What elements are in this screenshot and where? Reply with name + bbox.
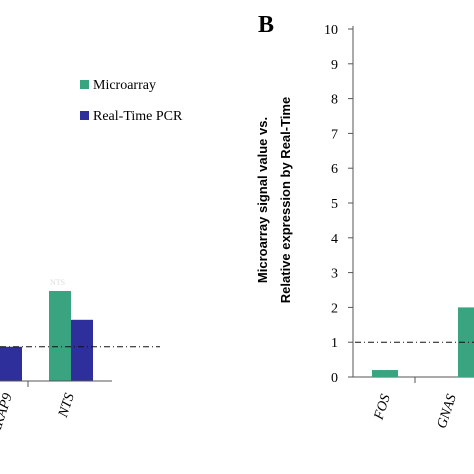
panel-a-bars bbox=[0, 291, 93, 381]
y-tick-label-9: 9 bbox=[331, 58, 338, 73]
category-label-nts: NTS bbox=[56, 392, 78, 421]
bar-microarray-gnas bbox=[458, 307, 474, 377]
faint-bar-label: NTS bbox=[50, 278, 65, 287]
y-tick-label-2: 2 bbox=[331, 301, 338, 316]
category-label-gnas: GNAS bbox=[435, 393, 460, 431]
category-label-fos: FOS bbox=[371, 393, 394, 423]
panel-b-chart: B Microarray signal value vs. Relative e… bbox=[255, 12, 474, 431]
y-axis-title-line-2: Relative expression by Real-Time bbox=[278, 97, 293, 303]
bar-real-time-pcr-nts bbox=[71, 319, 93, 381]
y-tick-label-5: 5 bbox=[331, 197, 338, 212]
y-tick-label-7: 7 bbox=[331, 127, 338, 142]
y-tick-label-3: 3 bbox=[331, 267, 338, 282]
y-tick-label-10: 10 bbox=[324, 23, 338, 38]
legend-label-microarray: Microarray bbox=[93, 78, 156, 93]
panel-label-b: B bbox=[258, 12, 274, 38]
category-label-akap9: AKAP9 bbox=[0, 392, 16, 438]
y-tick-label-4: 4 bbox=[331, 232, 338, 247]
bar-microarray-nts bbox=[49, 291, 71, 381]
panel-b-y-ticks: 0 1 2 3 4 5 6 7 8 9 10 bbox=[324, 23, 353, 386]
y-tick-label-0: 0 bbox=[331, 371, 338, 386]
y-tick-label-1: 1 bbox=[331, 336, 338, 351]
panel-b-bars bbox=[372, 307, 474, 377]
bar-real-time-pcr-akap9 bbox=[0, 346, 22, 381]
y-tick-label-8: 8 bbox=[331, 93, 338, 108]
legend-swatch-microarray bbox=[80, 80, 89, 89]
y-tick-label-6: 6 bbox=[331, 162, 338, 177]
bar-microarray-fos bbox=[372, 370, 398, 377]
legend-label-real-time-pcr: Real-Time PCR bbox=[93, 109, 183, 124]
y-axis-title-line-1: Microarray signal value vs. bbox=[255, 117, 270, 283]
panel-a-chart: Microarray Real-Time PCR NTS AKAP9 NTS bbox=[0, 78, 183, 437]
legend-swatch-real-time-pcr bbox=[80, 111, 89, 120]
